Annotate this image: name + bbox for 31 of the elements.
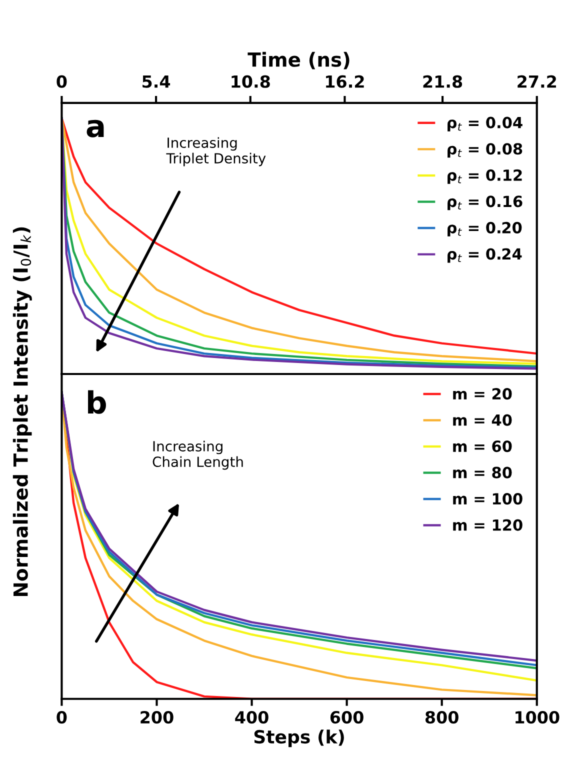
legend-label: ρ$_{t}$ = 0.12 — [448, 169, 522, 184]
legend-label: m = 20 — [453, 388, 512, 400]
annotation: Increasing Triplet Density — [166, 137, 266, 166]
x2-tick-label: 27.2 — [518, 75, 556, 88]
legend-label: ρ$_{t}$ = 0.16 — [448, 196, 522, 210]
x2-tick-label: 10.8 — [232, 75, 270, 88]
legend-label: ρ$_{t}$ = 0.20 — [448, 222, 522, 236]
legend-label: ρ$_{t}$ = 0.08 — [448, 143, 522, 158]
x2-tick-label: 21.8 — [423, 75, 462, 88]
x-tick-label: 800 — [425, 710, 458, 724]
annotation: Increasing Chain Length — [152, 440, 243, 470]
annotation: b — [88, 390, 106, 414]
legend-label: m = 40 — [453, 414, 512, 426]
annotation: a — [86, 120, 104, 138]
x-tick-label: 400 — [235, 710, 268, 724]
x2-tick-label: 0 — [56, 75, 67, 88]
x-tick-label: 1000 — [516, 710, 560, 724]
x-tick-label: 0 — [56, 710, 67, 724]
legend-label: m = 60 — [453, 440, 512, 452]
legend-label: m = 100 — [453, 493, 522, 505]
legend-label: ρ$_{t}$ = 0.24 — [448, 248, 522, 263]
x2-tick-label: 5.4 — [142, 75, 170, 88]
x2-axis-title: Time (ns) — [248, 52, 350, 70]
x2-tick-label: 16.2 — [326, 75, 364, 88]
legend-label: ρ$_{t}$ = 0.04 — [448, 116, 522, 132]
legend-label: m = 120 — [453, 519, 522, 531]
x-tick-label: 600 — [330, 710, 364, 724]
x-axis-title: Steps (k) — [254, 730, 344, 748]
y-axis-title: Normalized Triplet Intensity (I$_{0}$/I$_{k}$) — [12, 227, 32, 596]
x-tick-label: 200 — [140, 710, 174, 724]
legend-label: m = 80 — [453, 466, 512, 478]
